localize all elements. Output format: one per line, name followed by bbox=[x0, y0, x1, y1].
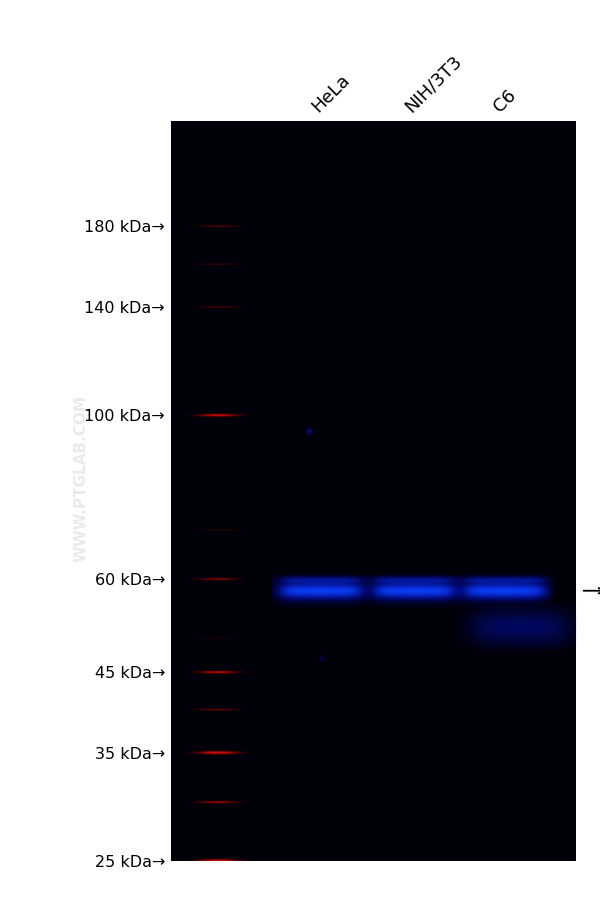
Text: 35 kDa→: 35 kDa→ bbox=[95, 746, 165, 760]
Text: 60 kDa→: 60 kDa→ bbox=[95, 573, 165, 588]
Text: WWW.PTGLAB.COM: WWW.PTGLAB.COM bbox=[74, 395, 89, 561]
Text: 140 kDa→: 140 kDa→ bbox=[85, 300, 165, 316]
Text: NIH/3T3: NIH/3T3 bbox=[401, 52, 465, 115]
Text: 45 kDa→: 45 kDa→ bbox=[95, 665, 165, 680]
Text: 100 kDa→: 100 kDa→ bbox=[85, 409, 165, 424]
Text: 180 kDa→: 180 kDa→ bbox=[84, 220, 165, 235]
Text: C6: C6 bbox=[490, 87, 520, 115]
Text: 25 kDa→: 25 kDa→ bbox=[95, 854, 165, 869]
Text: HeLa: HeLa bbox=[308, 71, 353, 115]
